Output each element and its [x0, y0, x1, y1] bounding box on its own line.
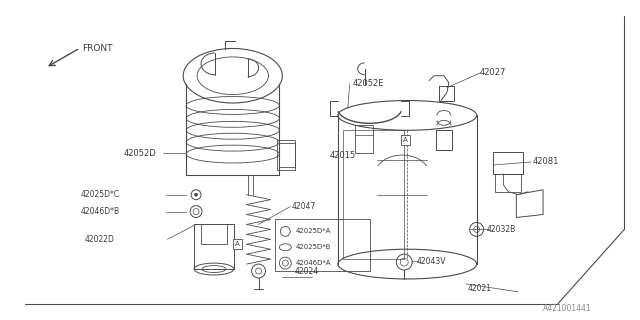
Text: 42081: 42081 — [532, 157, 559, 166]
Text: 42032B: 42032B — [486, 225, 516, 234]
Bar — [495, 174, 521, 192]
Text: 42025D*A: 42025D*A — [295, 228, 331, 234]
Bar — [275, 220, 369, 271]
Text: FRONT: FRONT — [82, 44, 113, 53]
Text: 42015: 42015 — [330, 150, 356, 160]
Bar — [355, 125, 372, 153]
Text: 42047: 42047 — [291, 202, 316, 211]
Text: 42025D*B: 42025D*B — [295, 244, 331, 250]
Text: 42025D*C: 42025D*C — [81, 190, 120, 199]
Bar — [493, 152, 524, 174]
Text: 42046D*A: 42046D*A — [295, 260, 331, 266]
Text: 42027: 42027 — [479, 68, 506, 77]
Text: A421001441: A421001441 — [543, 304, 591, 313]
Bar — [277, 140, 295, 170]
Text: 42046D*B: 42046D*B — [81, 207, 120, 216]
Text: 42024: 42024 — [294, 267, 318, 276]
Text: 42021: 42021 — [468, 284, 492, 293]
Bar — [343, 130, 404, 259]
Text: 42052E: 42052E — [353, 79, 384, 88]
Text: 42043V: 42043V — [416, 257, 445, 266]
Text: A: A — [403, 137, 408, 143]
Bar — [436, 130, 452, 150]
Text: 42022D: 42022D — [85, 235, 115, 244]
Bar — [194, 224, 234, 269]
Text: A: A — [236, 241, 240, 247]
Text: 42052D: 42052D — [124, 148, 156, 157]
Circle shape — [195, 193, 198, 196]
